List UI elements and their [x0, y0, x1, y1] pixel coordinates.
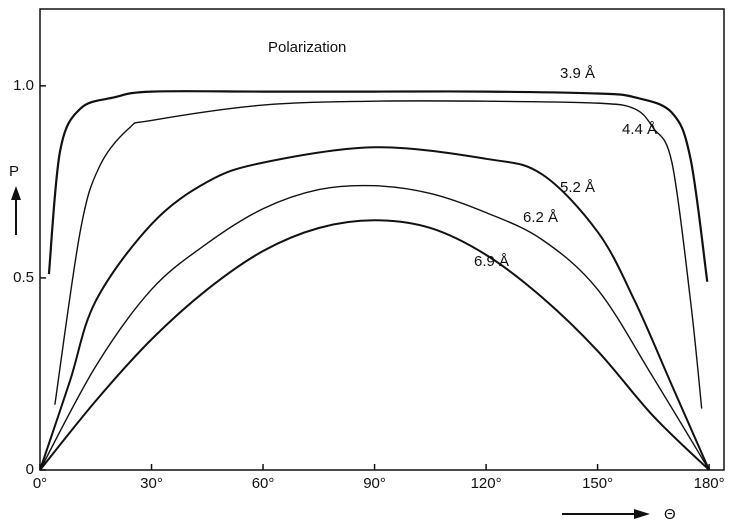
y-axis-label: P [9, 163, 19, 180]
line-series [47, 90, 709, 282]
line-series [54, 100, 703, 409]
line-series [39, 219, 710, 471]
series-label: 6.9 Å [474, 253, 509, 270]
series-label: 3.9 Å [560, 65, 595, 82]
x-arrow [562, 509, 650, 519]
series-label: 4.4 Å [622, 121, 657, 138]
x-tick-label: 150° [582, 475, 613, 492]
chart-title: Polarization [268, 39, 346, 56]
series-label: 6.2 Å [523, 209, 558, 226]
x-tick-label: 90° [363, 475, 386, 492]
series-label: 5.2 Å [560, 179, 595, 196]
x-tick-label: 0° [33, 475, 47, 492]
y-tick-label: 0 [26, 461, 34, 478]
y-arrow [11, 186, 21, 235]
x-axis-label: Θ [664, 506, 676, 523]
x-tick-label: 120° [471, 475, 502, 492]
y-tick-label: 0.5 [13, 269, 34, 286]
plot-frame [39, 8, 725, 471]
line-series [39, 146, 711, 471]
y-tick-label: 1.0 [13, 77, 34, 94]
x-tick-label: 60° [252, 475, 275, 492]
x-tick-label: 30° [140, 475, 163, 492]
x-tick-label: 180° [694, 475, 725, 492]
line-series [39, 184, 710, 471]
